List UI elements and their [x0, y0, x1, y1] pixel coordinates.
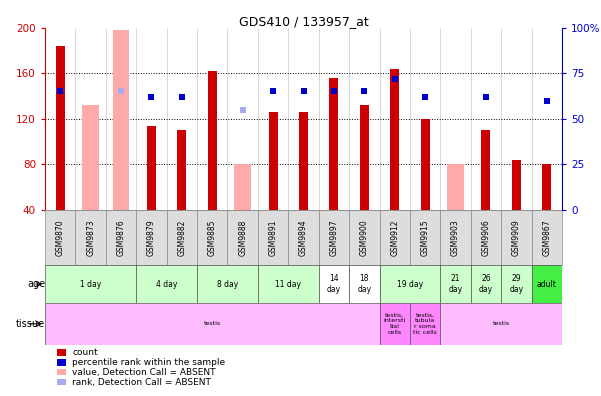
Bar: [349, 265, 379, 303]
Bar: [299, 112, 308, 210]
Text: count: count: [72, 348, 98, 357]
Bar: [319, 265, 349, 303]
Bar: [512, 160, 521, 210]
Bar: [76, 210, 106, 265]
Bar: [349, 210, 379, 265]
Bar: [360, 105, 369, 210]
Bar: [481, 130, 490, 210]
Bar: [390, 69, 399, 210]
Text: testis: testis: [493, 321, 510, 326]
Bar: [82, 105, 99, 210]
Bar: [410, 303, 441, 345]
Text: 11 day: 11 day: [275, 280, 301, 289]
Bar: [56, 46, 65, 210]
Bar: [531, 210, 562, 265]
Bar: [166, 210, 197, 265]
Text: age: age: [27, 279, 45, 289]
Bar: [319, 210, 349, 265]
Text: 29
day: 29 day: [509, 274, 523, 294]
Text: 19 day: 19 day: [397, 280, 423, 289]
Text: GSM9870: GSM9870: [56, 219, 65, 256]
Bar: [501, 265, 531, 303]
Text: GSM9912: GSM9912: [390, 219, 399, 256]
Bar: [136, 210, 166, 265]
Text: GSM9903: GSM9903: [451, 219, 460, 256]
Text: GSM9873: GSM9873: [86, 219, 95, 256]
Bar: [421, 119, 430, 210]
Bar: [379, 210, 410, 265]
Bar: [269, 112, 278, 210]
Text: GSM9891: GSM9891: [269, 219, 278, 256]
Bar: [45, 303, 379, 345]
Text: GSM9900: GSM9900: [360, 219, 369, 256]
Text: GSM9867: GSM9867: [542, 219, 551, 256]
Bar: [147, 126, 156, 210]
Text: GSM9885: GSM9885: [208, 219, 217, 256]
Bar: [113, 30, 129, 210]
Text: 14
day: 14 day: [327, 274, 341, 294]
Text: 21
day: 21 day: [448, 274, 463, 294]
Bar: [177, 130, 186, 210]
Bar: [288, 210, 319, 265]
Bar: [471, 265, 501, 303]
Text: 18
day: 18 day: [357, 274, 371, 294]
Text: value, Detection Call = ABSENT: value, Detection Call = ABSENT: [72, 368, 216, 377]
Text: percentile rank within the sample: percentile rank within the sample: [72, 358, 225, 367]
Text: testis: testis: [204, 321, 221, 326]
Bar: [542, 164, 551, 210]
Bar: [197, 265, 258, 303]
Bar: [441, 303, 562, 345]
Text: GSM9882: GSM9882: [177, 219, 186, 256]
Text: 1 day: 1 day: [80, 280, 102, 289]
Bar: [258, 210, 288, 265]
Text: testis,
intersti
tial
cells: testis, intersti tial cells: [383, 312, 406, 335]
Bar: [329, 78, 338, 210]
Text: tissue: tissue: [16, 319, 45, 329]
Text: GSM9906: GSM9906: [481, 219, 490, 256]
Bar: [197, 210, 228, 265]
Text: GSM9897: GSM9897: [329, 219, 338, 256]
Bar: [106, 210, 136, 265]
Bar: [471, 210, 501, 265]
Text: GSM9888: GSM9888: [238, 219, 247, 256]
Text: GSM9876: GSM9876: [117, 219, 126, 256]
Bar: [531, 265, 562, 303]
Text: 26
day: 26 day: [479, 274, 493, 294]
Bar: [45, 210, 76, 265]
Text: adult: adult: [537, 280, 557, 289]
Bar: [441, 210, 471, 265]
Bar: [136, 265, 197, 303]
Bar: [379, 265, 441, 303]
Bar: [208, 71, 217, 210]
Text: testis,
tubula
r soma
tic cells: testis, tubula r soma tic cells: [413, 312, 437, 335]
Text: GSM9879: GSM9879: [147, 219, 156, 256]
Bar: [258, 265, 319, 303]
Bar: [379, 303, 410, 345]
Text: 4 day: 4 day: [156, 280, 177, 289]
Text: rank, Detection Call = ABSENT: rank, Detection Call = ABSENT: [72, 378, 211, 386]
Bar: [447, 164, 464, 210]
Text: GSM9909: GSM9909: [512, 219, 521, 256]
Bar: [234, 164, 251, 210]
Title: GDS410 / 133957_at: GDS410 / 133957_at: [239, 15, 368, 28]
Bar: [501, 210, 531, 265]
Bar: [45, 265, 136, 303]
Text: GSM9915: GSM9915: [421, 219, 430, 256]
Text: 8 day: 8 day: [217, 280, 238, 289]
Bar: [228, 210, 258, 265]
Text: GSM9894: GSM9894: [299, 219, 308, 256]
Bar: [441, 265, 471, 303]
Bar: [410, 210, 441, 265]
